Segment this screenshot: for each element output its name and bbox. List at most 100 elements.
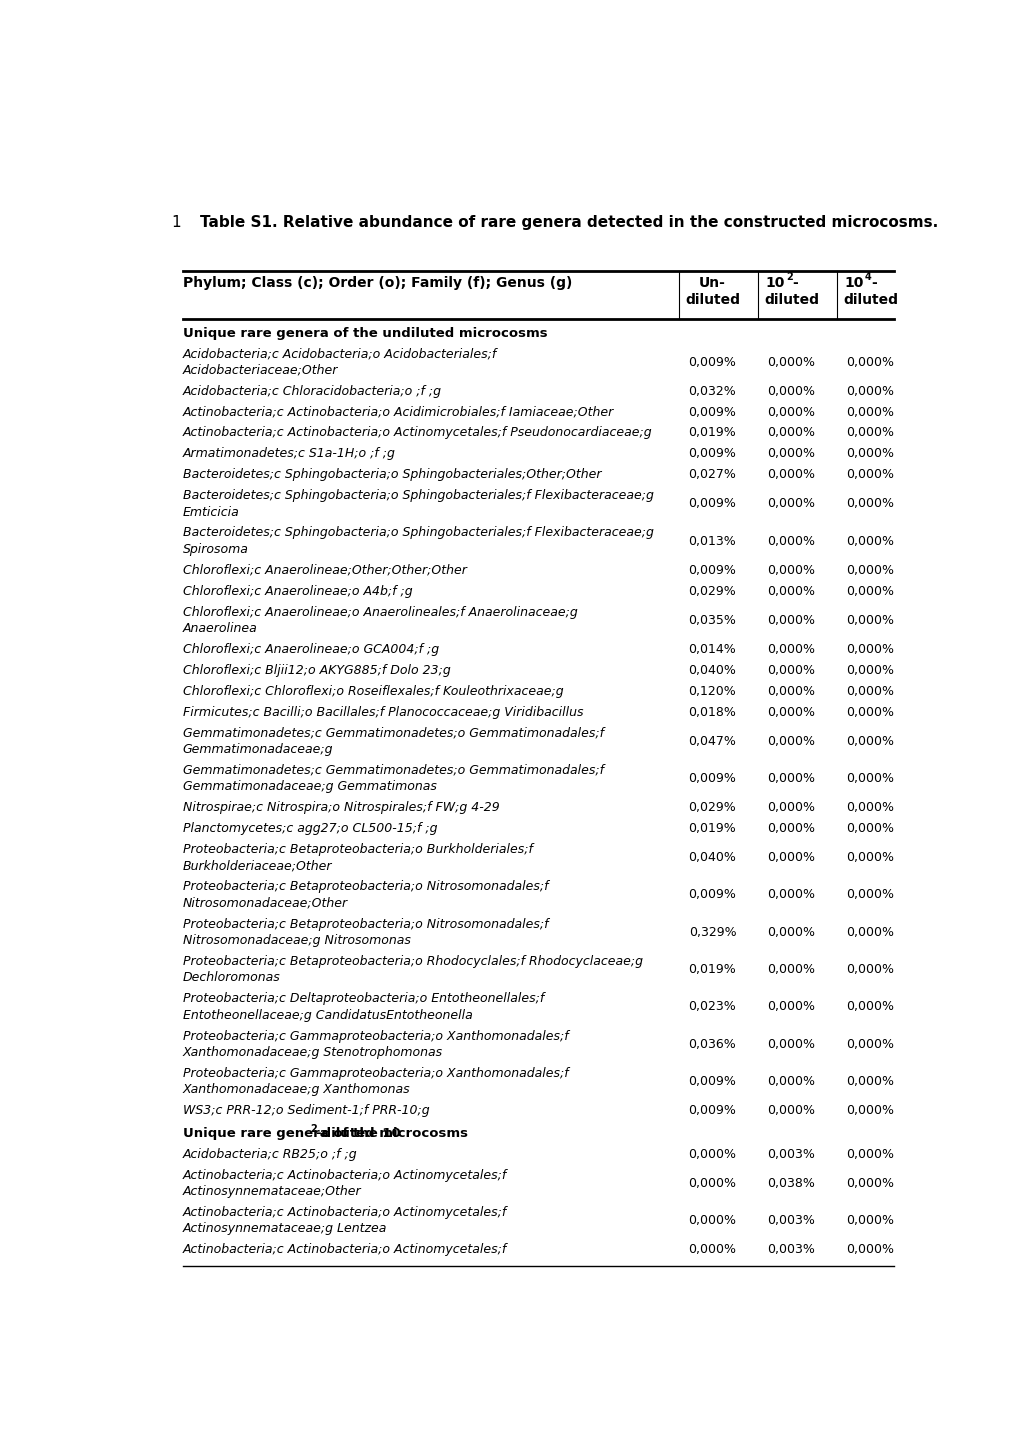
Text: diluted: diluted — [685, 293, 739, 307]
Text: Proteobacteria;c Betaproteobacteria;o Nitrosomonadales;f: Proteobacteria;c Betaproteobacteria;o Ni… — [182, 880, 548, 893]
Text: 0,000%: 0,000% — [766, 355, 815, 368]
Text: 0,000%: 0,000% — [846, 823, 894, 835]
Text: 0,000%: 0,000% — [846, 405, 894, 418]
Text: 0,000%: 0,000% — [766, 1000, 815, 1013]
Text: 0,000%: 0,000% — [846, 664, 894, 677]
Text: Nitrosomonadaceae;Other: Nitrosomonadaceae;Other — [182, 896, 347, 909]
Text: 0,000%: 0,000% — [688, 1147, 736, 1160]
Text: Firmicutes;c Bacilli;o Bacillales;f Planococcaceae;g Viridibacillus: Firmicutes;c Bacilli;o Bacillales;f Plan… — [182, 706, 583, 719]
Text: 0,019%: 0,019% — [688, 962, 736, 975]
Text: 0,009%: 0,009% — [688, 355, 736, 368]
Text: 0,018%: 0,018% — [688, 706, 736, 719]
Text: 0,000%: 0,000% — [846, 447, 894, 460]
Text: 0,009%: 0,009% — [688, 1075, 736, 1088]
Text: 0,000%: 0,000% — [846, 889, 894, 902]
Text: Proteobacteria;c Betaproteobacteria;o Nitrosomonadales;f: Proteobacteria;c Betaproteobacteria;o Ni… — [182, 918, 548, 931]
Text: 0,000%: 0,000% — [846, 851, 894, 864]
Text: 0,000%: 0,000% — [766, 385, 815, 398]
Text: 0,000%: 0,000% — [766, 468, 815, 482]
Text: 10: 10 — [765, 277, 785, 290]
Text: 0,000%: 0,000% — [766, 851, 815, 864]
Text: -: - — [870, 277, 876, 290]
Text: Actinobacteria;c Actinobacteria;o Actinomycetales;f: Actinobacteria;c Actinobacteria;o Actino… — [182, 1169, 506, 1182]
Text: 0,000%: 0,000% — [766, 664, 815, 677]
Text: 0,009%: 0,009% — [688, 447, 736, 460]
Text: 0,000%: 0,000% — [846, 734, 894, 747]
Text: 0,000%: 0,000% — [766, 405, 815, 418]
Text: 0,000%: 0,000% — [846, 1177, 894, 1190]
Text: 0,009%: 0,009% — [688, 1104, 736, 1117]
Text: 0,040%: 0,040% — [688, 664, 736, 677]
Text: 0,000%: 0,000% — [846, 1214, 894, 1227]
Text: 0,027%: 0,027% — [688, 468, 736, 482]
Text: 0,003%: 0,003% — [767, 1244, 814, 1257]
Text: Proteobacteria;c Betaproteobacteria;o Rhodocyclales;f Rhodocyclaceae;g: Proteobacteria;c Betaproteobacteria;o Rh… — [182, 955, 642, 968]
Text: 0,000%: 0,000% — [846, 355, 894, 368]
Text: 0,000%: 0,000% — [766, 1075, 815, 1088]
Text: 0,000%: 0,000% — [846, 535, 894, 548]
Text: 0,000%: 0,000% — [846, 1000, 894, 1013]
Text: Proteobacteria;c Gammaproteobacteria;o Xanthomonadales;f: Proteobacteria;c Gammaproteobacteria;o X… — [182, 1066, 568, 1079]
Text: Unique rare genera of the 10: Unique rare genera of the 10 — [182, 1127, 400, 1140]
Text: Proteobacteria;c Gammaproteobacteria;o Xanthomonadales;f: Proteobacteria;c Gammaproteobacteria;o X… — [182, 1030, 568, 1043]
Text: 0,000%: 0,000% — [846, 613, 894, 626]
Text: Entotheonellaceae;g CandidatusEntotheonella: Entotheonellaceae;g CandidatusEntotheone… — [182, 1009, 472, 1022]
Text: 0,000%: 0,000% — [766, 734, 815, 747]
Text: 0,000%: 0,000% — [846, 801, 894, 814]
Text: 0,009%: 0,009% — [688, 772, 736, 785]
Text: diluted: diluted — [843, 293, 897, 307]
Text: Table S1. Relative abundance of rare genera detected in the constructed microcos: Table S1. Relative abundance of rare gen… — [200, 215, 937, 231]
Text: 10: 10 — [844, 277, 863, 290]
Text: Spirosoma: Spirosoma — [182, 543, 249, 556]
Text: Phylum; Class (c); Order (o); Family (f); Genus (g): Phylum; Class (c); Order (o); Family (f)… — [182, 277, 572, 290]
Text: 0,000%: 0,000% — [766, 962, 815, 975]
Text: Gemmatimonadetes;c Gemmatimonadetes;o Gemmatimonadales;f: Gemmatimonadetes;c Gemmatimonadetes;o Ge… — [182, 763, 603, 776]
Text: 0,000%: 0,000% — [846, 1075, 894, 1088]
Text: -diluted microcosms: -diluted microcosms — [316, 1127, 468, 1140]
Text: 0,000%: 0,000% — [846, 644, 894, 657]
Text: 0,000%: 0,000% — [766, 584, 815, 597]
Text: Chloroflexi;c Anaerolineae;o GCA004;f ;g: Chloroflexi;c Anaerolineae;o GCA004;f ;g — [182, 644, 438, 657]
Text: Bacteroidetes;c Sphingobacteria;o Sphingobacteriales;f Flexibacteraceae;g: Bacteroidetes;c Sphingobacteria;o Sphing… — [182, 489, 653, 502]
Text: 0,000%: 0,000% — [846, 1244, 894, 1257]
Text: Gemmatimonadaceae;g: Gemmatimonadaceae;g — [182, 743, 333, 756]
Text: diluted: diluted — [763, 293, 818, 307]
Text: 0,000%: 0,000% — [688, 1214, 736, 1227]
Text: Xanthomonadaceae;g Xanthomonas: Xanthomonadaceae;g Xanthomonas — [182, 1084, 410, 1097]
Text: 0,000%: 0,000% — [846, 1104, 894, 1117]
Text: -: - — [792, 277, 797, 290]
Text: Gemmatimonadaceae;g Gemmatimonas: Gemmatimonadaceae;g Gemmatimonas — [182, 781, 436, 794]
Text: Chloroflexi;c Anaerolineae;o A4b;f ;g: Chloroflexi;c Anaerolineae;o A4b;f ;g — [182, 584, 412, 597]
Text: 0,032%: 0,032% — [688, 385, 736, 398]
Text: 0,003%: 0,003% — [767, 1147, 814, 1160]
Text: 0,009%: 0,009% — [688, 498, 736, 511]
Text: Armatimonadetes;c S1a-1H;o ;f ;g: Armatimonadetes;c S1a-1H;o ;f ;g — [182, 447, 395, 460]
Text: 0,000%: 0,000% — [766, 684, 815, 698]
Text: 0,019%: 0,019% — [688, 823, 736, 835]
Text: Nitrosomonadaceae;g Nitrosomonas: Nitrosomonadaceae;g Nitrosomonas — [182, 934, 411, 947]
Text: 0,000%: 0,000% — [766, 644, 815, 657]
Text: 2: 2 — [310, 1124, 317, 1134]
Text: 0,019%: 0,019% — [688, 427, 736, 440]
Text: 0,040%: 0,040% — [688, 851, 736, 864]
Text: 0,000%: 0,000% — [766, 535, 815, 548]
Text: 1: 1 — [171, 215, 180, 231]
Text: Emticicia: Emticicia — [182, 505, 239, 518]
Text: Proteobacteria;c Deltaproteobacteria;o Entotheonellales;f: Proteobacteria;c Deltaproteobacteria;o E… — [182, 993, 543, 1006]
Text: Actinobacteria;c Actinobacteria;o Actinomycetales;f: Actinobacteria;c Actinobacteria;o Actino… — [182, 1244, 506, 1257]
Text: 0,000%: 0,000% — [766, 447, 815, 460]
Text: Burkholderiaceae;Other: Burkholderiaceae;Other — [182, 860, 332, 873]
Text: 2: 2 — [786, 273, 792, 281]
Text: Bacteroidetes;c Sphingobacteria;o Sphingobacteriales;f Flexibacteraceae;g: Bacteroidetes;c Sphingobacteria;o Sphing… — [182, 527, 653, 540]
Text: Gemmatimonadetes;c Gemmatimonadetes;o Gemmatimonadales;f: Gemmatimonadetes;c Gemmatimonadetes;o Ge… — [182, 726, 603, 739]
Text: Anaerolinea: Anaerolinea — [182, 622, 258, 635]
Text: Acidobacteria;c RB25;o ;f ;g: Acidobacteria;c RB25;o ;f ;g — [182, 1147, 357, 1160]
Text: 0,029%: 0,029% — [688, 801, 736, 814]
Text: 0,000%: 0,000% — [766, 926, 815, 939]
Text: Chloroflexi;c Anaerolineae;Other;Other;Other: Chloroflexi;c Anaerolineae;Other;Other;O… — [182, 564, 467, 577]
Text: 0,003%: 0,003% — [767, 1214, 814, 1227]
Text: 0,038%: 0,038% — [767, 1177, 814, 1190]
Text: 0,000%: 0,000% — [846, 468, 894, 482]
Text: 0,009%: 0,009% — [688, 889, 736, 902]
Text: 0,047%: 0,047% — [688, 734, 736, 747]
